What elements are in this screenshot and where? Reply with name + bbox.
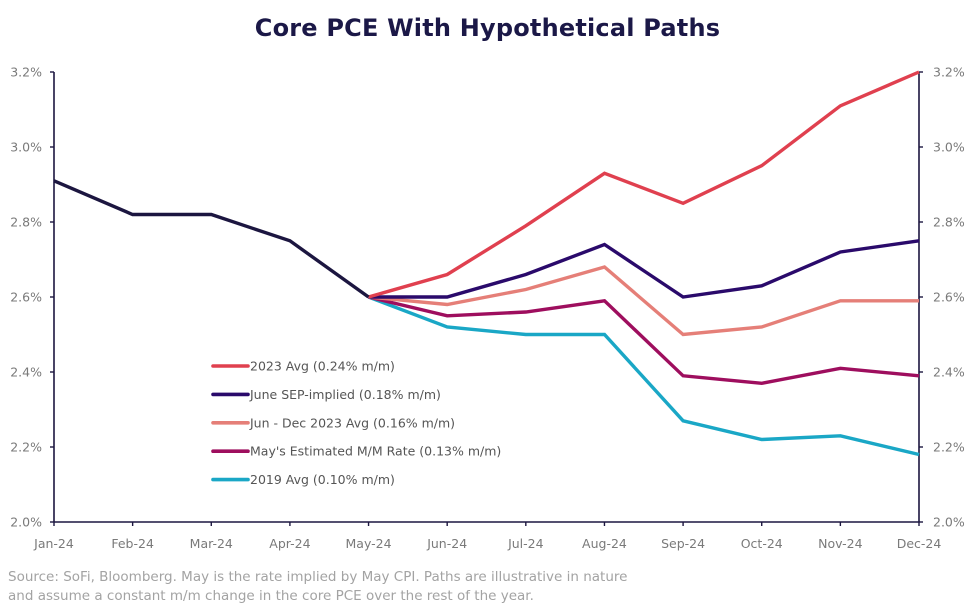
legend-label-1: June SEP-implied (0.18% m/m): [249, 387, 441, 402]
x-tick-label: Apr-24: [269, 536, 310, 551]
y-tick-label-right: 2.2%: [933, 440, 965, 455]
y-tick-label-right: 3.0%: [933, 140, 965, 155]
legend: 2023 Avg (0.24% m/m) June SEP-implied (0.…: [211, 359, 501, 487]
y-tick-label-right: 2.0%: [933, 515, 965, 530]
axes: 2.0% 2.0% 2.2% 2.2% 2.4% 2.4% 2.6% 2.6% 2.8% 2.8%…: [10, 65, 965, 552]
y-tick-label-left: 2.4%: [10, 365, 42, 380]
series-line-4: [367, 295, 920, 457]
legend-label-0: 2023 Avg (0.24% m/m): [250, 359, 395, 374]
y-tick-label-left: 3.2%: [10, 65, 42, 80]
x-tick-label: Mar-24: [190, 536, 233, 551]
x-tick-label: May-24: [346, 536, 392, 551]
x-tick-label: Jul-24: [507, 536, 544, 551]
x-tick-label: Jun-24: [426, 536, 467, 551]
series-line-0: [368, 70, 920, 299]
x-tick-label: Feb-24: [111, 536, 154, 551]
legend-label-2: Jun - Dec 2023 Avg (0.16% m/m): [249, 415, 455, 430]
y-tick-label-left: 3.0%: [10, 140, 42, 155]
y-tick-label-right: 2.4%: [933, 365, 965, 380]
y-tick-label-left: 2.8%: [10, 215, 42, 230]
series-lines: [53, 70, 920, 457]
series-line-3: [368, 295, 920, 386]
y-tick-label-right: 2.6%: [933, 290, 965, 305]
x-tick-label: Oct-24: [741, 536, 783, 551]
x-tick-label: Dec-24: [897, 536, 942, 551]
series-line-2: [368, 265, 919, 337]
y-tick-label-right: 3.2%: [933, 65, 965, 80]
x-tick-label: Aug-24: [582, 536, 627, 551]
legend-label-3: May's Estimated M/M Rate (0.13% m/m): [250, 444, 501, 459]
y-tick-label-left: 2.6%: [10, 290, 42, 305]
y-tick-label-left: 2.0%: [10, 515, 42, 530]
x-tick-label: Jan-24: [33, 536, 74, 551]
x-tick-label: Sep-24: [661, 536, 705, 551]
series-line-1: [368, 239, 920, 299]
y-tick-label-right: 2.8%: [933, 215, 965, 230]
y-tick-label-left: 2.2%: [10, 440, 42, 455]
chart-title: Core PCE With Hypothetical Paths: [254, 14, 721, 42]
x-tick-label: Nov-24: [818, 536, 863, 551]
source-line-2: and assume a constant m/m change in the …: [8, 588, 534, 604]
series-line-historical: [53, 179, 370, 299]
legend-label-4: 2019 Avg (0.10% m/m): [250, 472, 395, 487]
source-note: Source: SoFi, Bloomberg. May is the rate…: [8, 568, 908, 606]
source-line-1: Source: SoFi, Bloomberg. May is the rate…: [8, 569, 628, 585]
